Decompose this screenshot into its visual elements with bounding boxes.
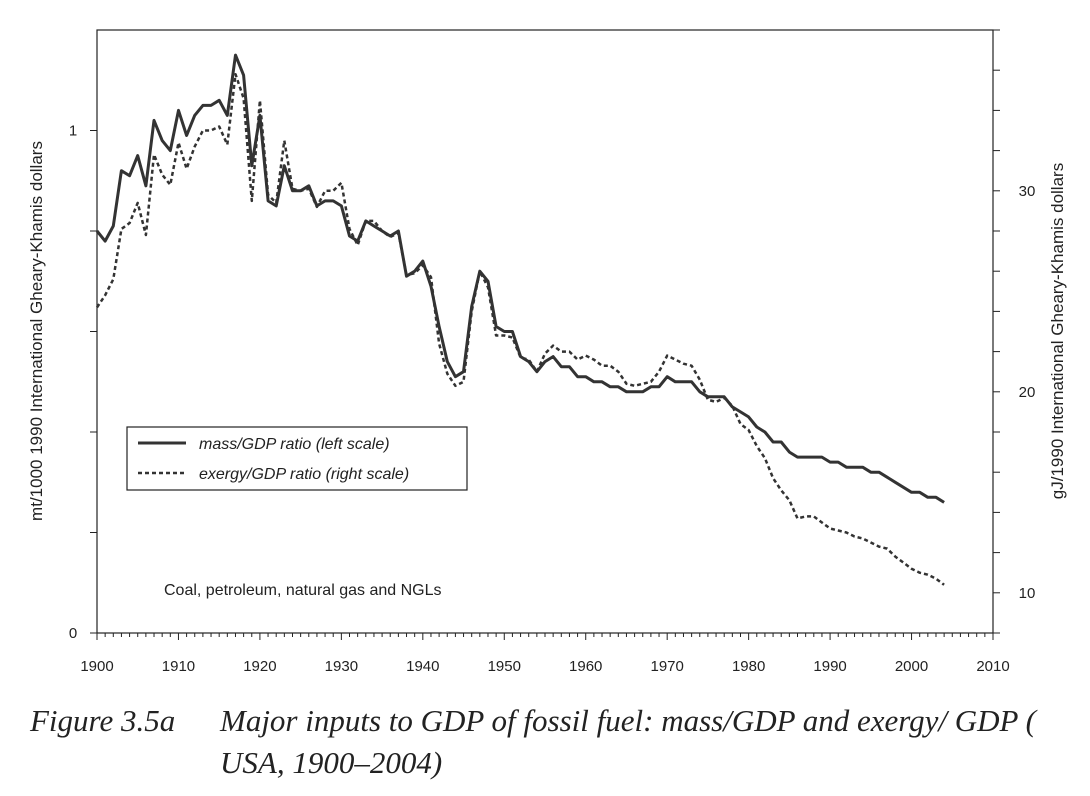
chart: 1900 1910 1920 1930 1940 1950 1960 1970 1980 1990… [27, 29, 1067, 675]
x-axis-ticks: 1900 1910 1920 1930 1940 1950 1960 1970 1980 1990… [80, 633, 1010, 675]
y-right-tick-label: 30 [1019, 183, 1036, 200]
x-tick-label: 1990 [813, 658, 846, 675]
caption-text: Major inputs to GDP of fossil fuel: mass… [220, 703, 1037, 780]
x-tick-label: 2010 [976, 658, 1009, 675]
x-tick-label: 1940 [406, 658, 439, 675]
y-right-tick-label: 10 [1019, 585, 1036, 602]
y-left-axis-title: mt/1000 1990 International Gheary-Khamis… [27, 141, 46, 521]
x-tick-label: 1900 [80, 658, 113, 675]
x-tick-label: 1950 [488, 658, 521, 675]
x-tick-label: 1960 [569, 658, 602, 675]
chart-annotation: Coal, petroleum, natural gas and NGLs [164, 582, 441, 599]
series-line-exergy-gdp [95, 72, 945, 586]
x-tick-label: 1930 [325, 658, 358, 675]
caption-label: Figure 3.5a [30, 703, 176, 738]
plot-border [96, 29, 994, 634]
y-right-axis-ticks: 10 20 30 [993, 29, 1036, 634]
y-left-tick-label: 1 [69, 123, 77, 140]
plot-frame [96, 29, 994, 634]
y-right-tick-label: 20 [1019, 384, 1036, 401]
legend-box [126, 426, 468, 491]
series-line-mass-gdp [95, 53, 945, 504]
legend-label-exergy: exergy/GDP ratio (right scale) [199, 466, 409, 483]
y-right-axis-title: gJ/1990 International Gheary-Khamis doll… [1048, 163, 1067, 499]
legend: mass/GDP ratio (left scale) exergy/GDP r… [126, 426, 468, 491]
x-tick-label: 2000 [895, 658, 928, 675]
x-tick-label: 1920 [243, 658, 276, 675]
x-tick-label: 1910 [162, 658, 195, 675]
y-left-tick-label: 0 [69, 625, 77, 642]
x-tick-label: 1970 [650, 658, 683, 675]
series-layer [95, 53, 945, 586]
legend-label-mass: mass/GDP ratio (left scale) [199, 436, 390, 453]
y-left-axis-ticks: 01 [69, 123, 97, 642]
x-tick-label: 1980 [732, 658, 765, 675]
